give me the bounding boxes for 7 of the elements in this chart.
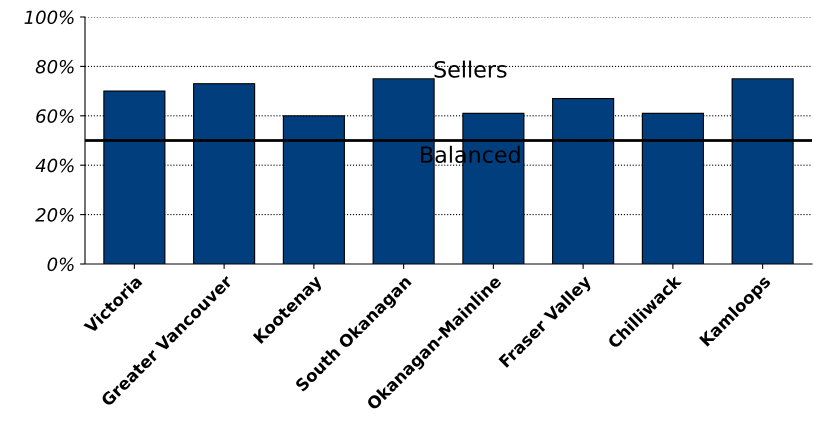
y-tick-label: 100% (24, 10, 74, 24)
y-tick-label: 20% (35, 208, 74, 222)
y-tick-label: 40% (35, 158, 74, 172)
y-tick-label: 60% (36, 109, 74, 123)
y-tick-label: 80% (36, 60, 74, 74)
annotation: Sellers (434, 60, 506, 78)
y-tick-label: 0% (48, 257, 74, 272)
